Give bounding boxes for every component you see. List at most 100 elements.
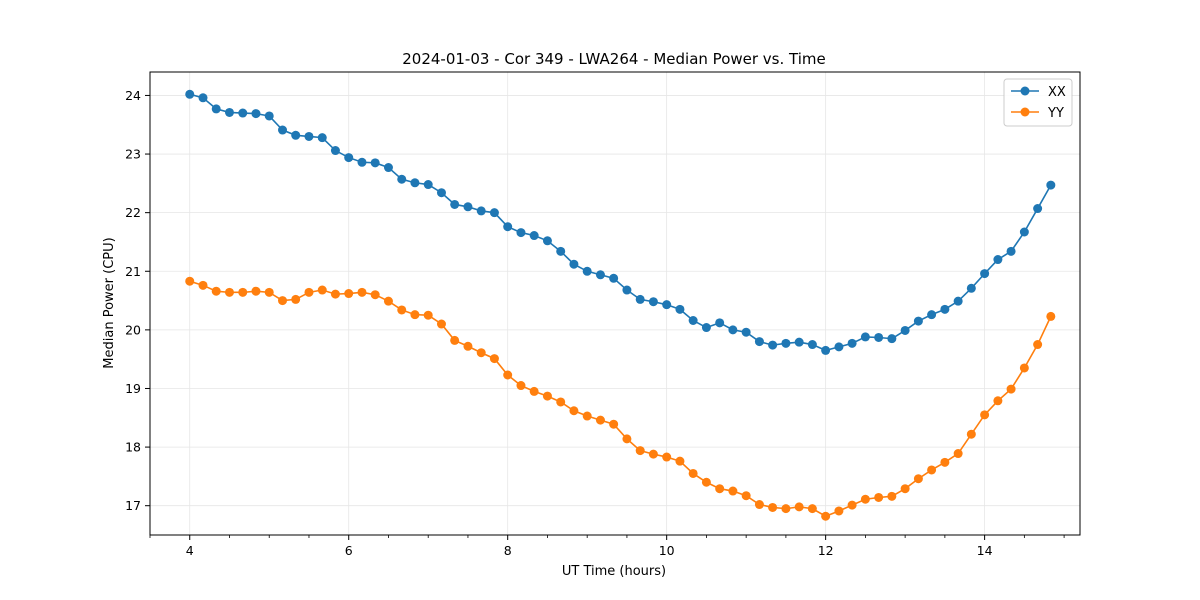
series-yy-point (874, 492, 884, 502)
series-xx-point (662, 300, 672, 310)
legend: XX YY (1003, 78, 1073, 127)
series-yy-point (344, 289, 354, 299)
series-xx-point (397, 174, 407, 184)
series-xx-point (370, 158, 380, 168)
series-xx-point (622, 285, 632, 295)
series-xx-point (701, 323, 711, 333)
series-yy-point (648, 449, 658, 459)
series-xx-point (874, 332, 884, 342)
series-xx-point (383, 163, 393, 173)
series-xx-point (728, 325, 738, 335)
series-yy-point (410, 310, 420, 320)
series-xx-point (198, 93, 208, 103)
chart-title: 2024-01-03 - Cor 349 - LWA264 - Median P… (402, 50, 826, 68)
series-yy-point (423, 310, 433, 320)
series-yy-point (741, 491, 751, 501)
series-xx-point (807, 340, 817, 350)
series-yy-point (476, 348, 486, 358)
series-yy-point (278, 296, 288, 306)
series-xx-point (675, 304, 685, 314)
x-tick-label: 8 (504, 543, 512, 558)
series-yy-point (357, 287, 367, 297)
series-xx-point (794, 337, 804, 347)
series-xx-point (503, 222, 513, 232)
series-xx-point (940, 304, 950, 314)
series-yy-point (728, 486, 738, 496)
series-xx-point (821, 345, 831, 355)
series-xx-point (211, 104, 221, 114)
series-yy-point (754, 500, 764, 510)
series-yy-point (556, 397, 566, 407)
legend-yy-label: YY (1047, 106, 1064, 121)
series-yy-point (264, 287, 274, 297)
series-xx-point (1033, 204, 1043, 214)
grid (150, 72, 1080, 535)
x-tick-label: 14 (977, 543, 993, 558)
series-xx-point (542, 236, 552, 246)
series-yy-point (542, 391, 552, 401)
series-yy-point (238, 287, 248, 297)
y-tick-label: 24 (125, 88, 141, 103)
series-yy-point (847, 500, 857, 510)
series-xx-point (330, 146, 340, 156)
series-xx-point (887, 334, 897, 344)
legend-xx-marker (1020, 86, 1030, 96)
plot-frame (149, 71, 1081, 536)
series-yy-point (211, 286, 221, 296)
series-yy-point (622, 434, 632, 444)
series-xx-point (953, 296, 963, 306)
series-xx-point (609, 273, 619, 283)
series-yy-point (198, 280, 208, 290)
x-axis-title: UT Time (hours) (562, 564, 666, 579)
series-xx-point (556, 246, 566, 256)
series-yy-point (966, 429, 976, 439)
series-yy-point (397, 305, 407, 315)
series-xx-point (224, 107, 234, 117)
series-yy-point (1019, 363, 1029, 373)
series-yy-point (701, 477, 711, 487)
series-xx (185, 89, 1056, 355)
series-xx-point (304, 131, 314, 141)
series-xx-point (436, 188, 446, 198)
series-yy-point (807, 504, 817, 514)
series-xx-point (185, 89, 195, 99)
series-yy-point (569, 406, 579, 416)
series-xx-point (768, 340, 778, 350)
y-tick-label: 18 (125, 440, 141, 455)
series-xx-point (569, 259, 579, 269)
series-yy-point (436, 319, 446, 329)
series-yy-point (489, 354, 499, 364)
series-xx-point (516, 228, 526, 238)
series-yy-point (330, 289, 340, 299)
series-yy-point (251, 286, 261, 296)
legend-yy-marker (1020, 107, 1030, 117)
axes: 4 6 8 10 12 14 17 18 19 20 21 22 23 24 (125, 88, 1065, 558)
series-yy-point (900, 484, 910, 494)
series-xx-point (450, 199, 460, 209)
series-yy-point (291, 294, 301, 304)
series-xx-point (423, 180, 433, 190)
series-yy-point (503, 370, 513, 380)
series-yy-point (662, 452, 672, 462)
series-xx-point (688, 316, 698, 325)
legend-xx-label: XX (1048, 85, 1066, 100)
series-xx-point (410, 178, 420, 188)
series-yy-point (595, 415, 605, 425)
series-yy-point (224, 287, 234, 297)
series-xx-point (251, 109, 261, 119)
series-yy-point (185, 276, 195, 286)
series-yy-point (304, 287, 314, 297)
y-tick-label: 21 (125, 264, 141, 279)
series-yy-point (1033, 340, 1043, 350)
series-xx-point (993, 255, 1003, 265)
series-xx-point (489, 208, 499, 218)
series-xx-point (715, 318, 725, 328)
series-yy-point (582, 411, 592, 421)
series-xx-point (1006, 246, 1016, 256)
series-yy-point (609, 419, 619, 429)
series-yy-point (370, 290, 380, 300)
series-xx-point (648, 297, 658, 307)
series-xx-point (900, 325, 910, 335)
series-xx-point (1046, 180, 1056, 190)
